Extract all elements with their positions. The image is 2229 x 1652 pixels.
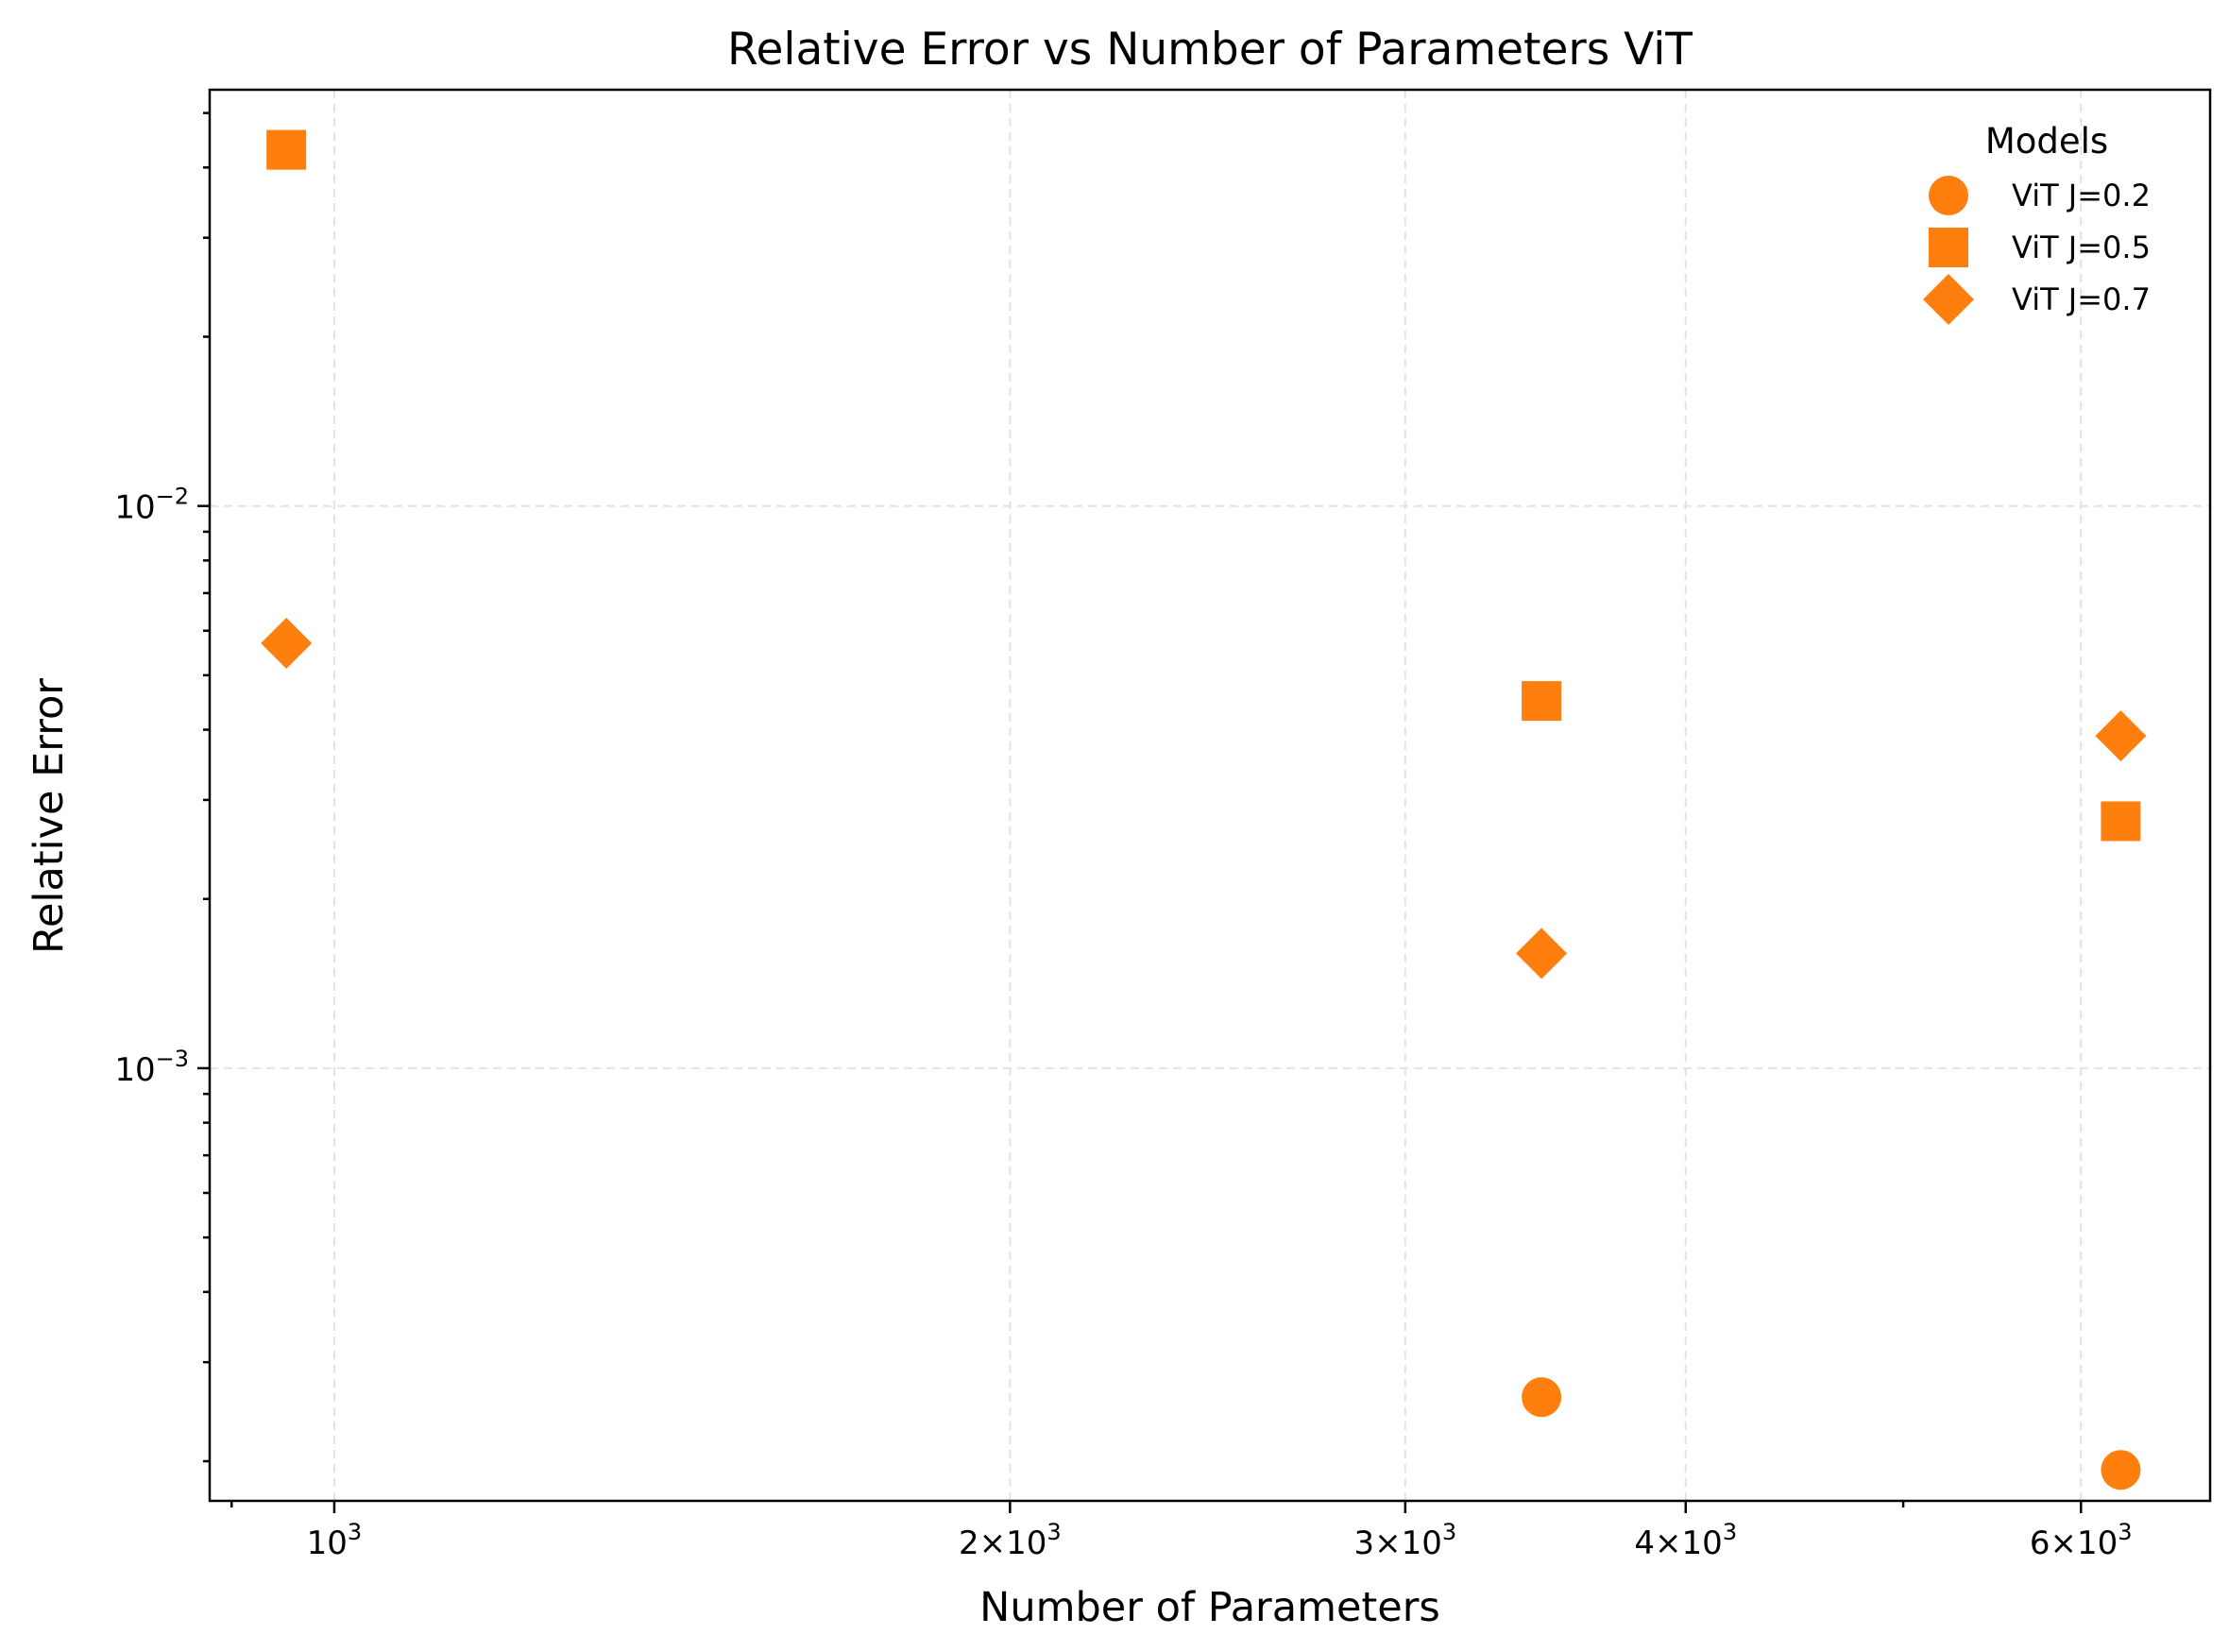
square-point (2101, 801, 2141, 842)
legend-entry: ViT J=0.7 (1923, 274, 2151, 325)
legend-entry: ViT J=0.5 (1929, 228, 2151, 267)
x-tick-label: 4×103 (1634, 1519, 1737, 1562)
x-tick-label: 6×103 (2030, 1519, 2133, 1562)
legend-label: ViT J=0.5 (2012, 230, 2151, 265)
legend-title: Models (1985, 121, 2108, 162)
x-tick-label: 2×103 (959, 1519, 1062, 1562)
plot-frame (208, 88, 2212, 1503)
square-point (1522, 681, 1562, 722)
tick-layer: 103 2×103 3×103 4×103 6×103 10−3 10−2 (114, 111, 2133, 1562)
legend-label: ViT J=0.2 (2012, 178, 2151, 213)
x-tick-label: 3×103 (1354, 1519, 1457, 1562)
x-tick-label: 103 (307, 1519, 363, 1562)
legend-entries: ViT J=0.2 ViT J=0.5 ViT J=0.7 (1923, 176, 2151, 325)
legend-diamond-icon (1923, 274, 1974, 325)
circle-point (2101, 1450, 2141, 1490)
x-axis-label: Number of Parameters (979, 1584, 1440, 1631)
diamond-point (261, 618, 313, 670)
y-tick-label: 10−2 (114, 484, 189, 527)
legend: Models ViT J=0.2 ViT J=0.5 ViT J=0.7 (1923, 121, 2151, 325)
circle-point (1522, 1377, 1562, 1418)
square-point (266, 129, 307, 170)
marker-layer (261, 129, 2147, 1490)
y-tick-label: 10−3 (114, 1046, 189, 1089)
grid-layer (210, 90, 2210, 1501)
diamond-point (1516, 928, 1568, 979)
legend-circle-icon (1929, 176, 1968, 215)
diamond-point (2095, 710, 2147, 762)
chart-title: Relative Error vs Number of Parameters V… (727, 24, 1693, 76)
legend-label: ViT J=0.7 (2012, 281, 2151, 317)
y-axis-label: Relative Error (26, 678, 73, 954)
legend-square-icon (1929, 228, 1968, 267)
legend-entry: ViT J=0.2 (1929, 176, 2151, 215)
